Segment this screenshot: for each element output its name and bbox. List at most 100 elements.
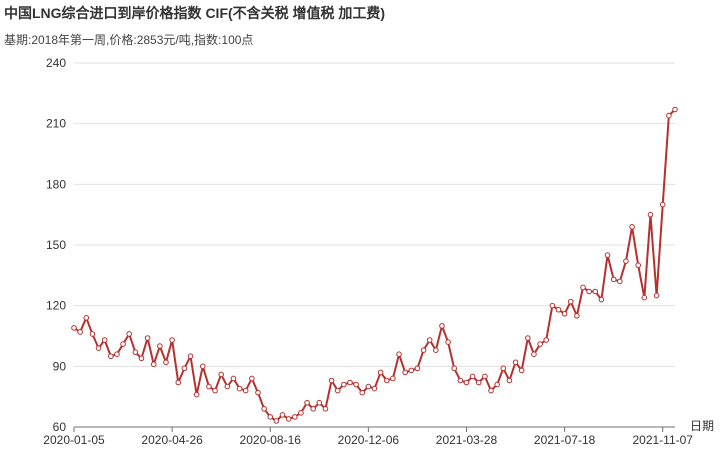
data-point (273, 418, 280, 424)
data-point (95, 345, 102, 351)
data-point (255, 389, 261, 396)
data-point (586, 288, 592, 295)
data-point (488, 387, 494, 394)
data-point (150, 361, 157, 368)
data-point (420, 347, 427, 353)
data-point (543, 337, 550, 343)
data-point (236, 385, 243, 392)
data-point (561, 310, 568, 317)
data-point (617, 278, 623, 285)
data-point (365, 383, 372, 390)
data-point (518, 367, 525, 374)
data-point (353, 381, 359, 388)
data-point (132, 349, 139, 355)
chart-title: 中国LNG综合进口到岸价格指数 CIF(不含关税 增值税 加工费) (4, 5, 386, 21)
y-tick-label: 240 (46, 56, 66, 70)
data-point (77, 329, 83, 335)
y-axis-ticks: 60 90 120 150 180 210 240 (46, 56, 66, 434)
x-tick-label: 2020-12-06 (338, 433, 400, 447)
data-point (482, 373, 488, 380)
data-point (144, 335, 151, 341)
data-point (567, 298, 574, 305)
data-point (181, 365, 188, 372)
data-point (377, 369, 384, 376)
data-point (163, 359, 169, 366)
data-point (598, 296, 605, 303)
data-point (580, 284, 586, 291)
data-point (451, 365, 458, 372)
x-tick-label: 2020-01-05 (43, 433, 105, 447)
data-point (629, 224, 635, 230)
data-point (157, 343, 163, 349)
data-point (304, 399, 310, 406)
data-point (506, 377, 513, 384)
data-point (500, 365, 507, 372)
data-point (169, 337, 175, 343)
data-point (469, 373, 476, 380)
data-point (199, 363, 206, 370)
data-point (175, 379, 182, 386)
data-point (445, 339, 451, 345)
grid-lines (74, 62, 675, 367)
data-point (371, 385, 378, 392)
y-tick-label: 120 (46, 299, 66, 313)
data-point (359, 389, 366, 396)
data-point (298, 410, 304, 416)
data-point (475, 379, 482, 386)
data-point (439, 323, 445, 329)
chart-subtitle: 基期:2018年第一周,价格:2853元/吨,指数:100点 (4, 33, 254, 47)
data-point (126, 331, 132, 337)
y-tick-label: 180 (46, 177, 66, 191)
x-tick-label: 2021-07-18 (534, 433, 596, 447)
data-point (666, 112, 672, 119)
data-point (279, 412, 286, 418)
data-point (426, 337, 433, 343)
data-point (414, 365, 421, 372)
data-point (390, 375, 396, 382)
data-point (267, 414, 274, 420)
y-tick-label: 210 (46, 117, 66, 131)
data-point (230, 375, 237, 382)
data-point (623, 258, 629, 264)
data-point (408, 367, 415, 374)
data-point (322, 406, 329, 412)
series-group (71, 106, 678, 424)
data-point (316, 399, 323, 406)
data-point (402, 369, 408, 376)
data-point (383, 377, 390, 384)
y-tick-label: 150 (46, 238, 66, 252)
data-point (108, 353, 114, 360)
data-point (641, 294, 648, 301)
x-tick-label: 2020-08-16 (240, 433, 302, 447)
data-point (647, 211, 654, 218)
x-tick-label: 2021-11-07 (632, 433, 693, 447)
data-point (328, 377, 335, 384)
data-point (187, 353, 194, 360)
data-point (310, 406, 316, 412)
x-axis-label: 日期 (690, 419, 714, 433)
data-point (457, 377, 464, 384)
x-axis: 2020-01-05 2020-04-26 2020-08-16 2020-12-06… (43, 426, 693, 447)
data-point (261, 406, 267, 412)
data-point (212, 387, 218, 394)
y-tick-label: 60 (53, 420, 67, 434)
data-point (512, 359, 519, 366)
data-point (71, 325, 77, 331)
x-tick-label: 2021-03-28 (436, 433, 498, 447)
data-point (114, 351, 120, 358)
data-point (635, 262, 642, 269)
x-tick-label: 2020-04-26 (141, 433, 203, 447)
data-point (604, 252, 611, 258)
data-point (433, 347, 439, 353)
data-point (89, 331, 96, 337)
data-point (101, 337, 108, 343)
data-point (206, 383, 212, 390)
data-point (610, 276, 617, 283)
data-point (285, 416, 292, 422)
data-point (138, 355, 145, 362)
data-point (531, 351, 537, 358)
data-point (659, 201, 666, 208)
data-point (463, 379, 470, 386)
data-point (653, 292, 660, 299)
y-tick-label: 90 (53, 359, 67, 373)
